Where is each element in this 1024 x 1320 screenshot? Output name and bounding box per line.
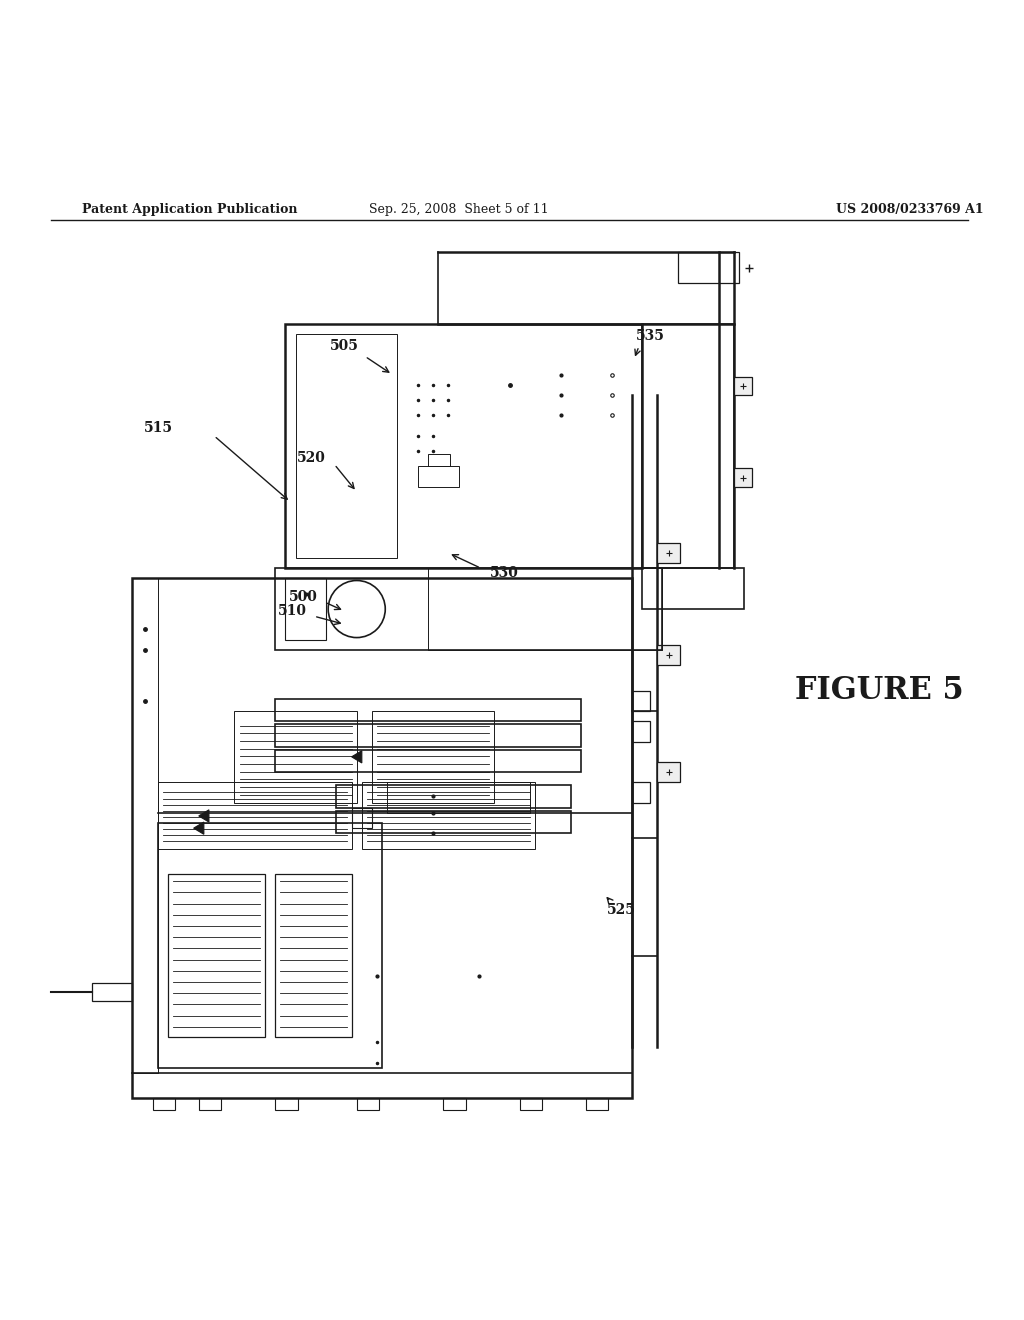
Bar	[275, 750, 581, 772]
Bar	[632, 690, 650, 711]
Bar	[428, 454, 451, 466]
Text: 530: 530	[490, 566, 519, 581]
Bar	[336, 810, 570, 833]
Bar	[296, 334, 397, 558]
Bar	[275, 725, 581, 747]
Text: US 2008/0233769 A1: US 2008/0233769 A1	[836, 203, 983, 216]
Bar	[372, 711, 495, 803]
Bar	[351, 808, 372, 828]
Polygon shape	[199, 810, 209, 822]
Bar	[734, 376, 753, 395]
Text: 500: 500	[290, 590, 318, 603]
Bar	[158, 783, 351, 849]
Text: 510: 510	[279, 605, 307, 618]
Polygon shape	[194, 822, 204, 834]
Polygon shape	[351, 751, 361, 763]
Bar	[428, 569, 663, 649]
Bar	[132, 578, 632, 1098]
Bar	[632, 721, 650, 742]
Bar	[361, 783, 536, 849]
Bar	[356, 1098, 379, 1110]
Bar	[168, 874, 265, 1038]
Bar	[92, 983, 132, 1002]
Text: Sep. 25, 2008  Sheet 5 of 11: Sep. 25, 2008 Sheet 5 of 11	[369, 203, 549, 216]
Bar	[418, 466, 459, 487]
Bar	[158, 824, 382, 1068]
Bar	[657, 762, 680, 783]
Bar	[657, 543, 680, 564]
Text: Patent Application Publication: Patent Application Publication	[82, 203, 297, 216]
Bar	[586, 1098, 608, 1110]
Text: FIGURE 5: FIGURE 5	[795, 675, 964, 706]
Bar	[642, 323, 734, 569]
Bar	[520, 1098, 543, 1110]
Bar	[199, 1098, 221, 1110]
Bar	[678, 252, 739, 282]
Bar	[275, 874, 351, 1038]
Text: 520: 520	[296, 451, 326, 465]
Bar	[657, 644, 680, 665]
Text: 535: 535	[636, 329, 665, 343]
Bar	[336, 785, 570, 808]
Bar	[275, 698, 581, 721]
Bar	[443, 1098, 466, 1110]
Bar	[642, 569, 744, 609]
Bar	[286, 323, 642, 569]
Bar	[387, 783, 530, 813]
Bar	[234, 711, 356, 803]
Bar	[275, 569, 663, 649]
Bar	[275, 1098, 298, 1110]
Text: 515: 515	[143, 421, 172, 434]
Bar	[734, 469, 753, 487]
Bar	[153, 1098, 175, 1110]
Bar	[132, 578, 158, 1073]
Bar	[286, 578, 327, 640]
Text: 505: 505	[330, 339, 359, 352]
Text: 525: 525	[607, 903, 636, 916]
Bar	[632, 783, 650, 803]
